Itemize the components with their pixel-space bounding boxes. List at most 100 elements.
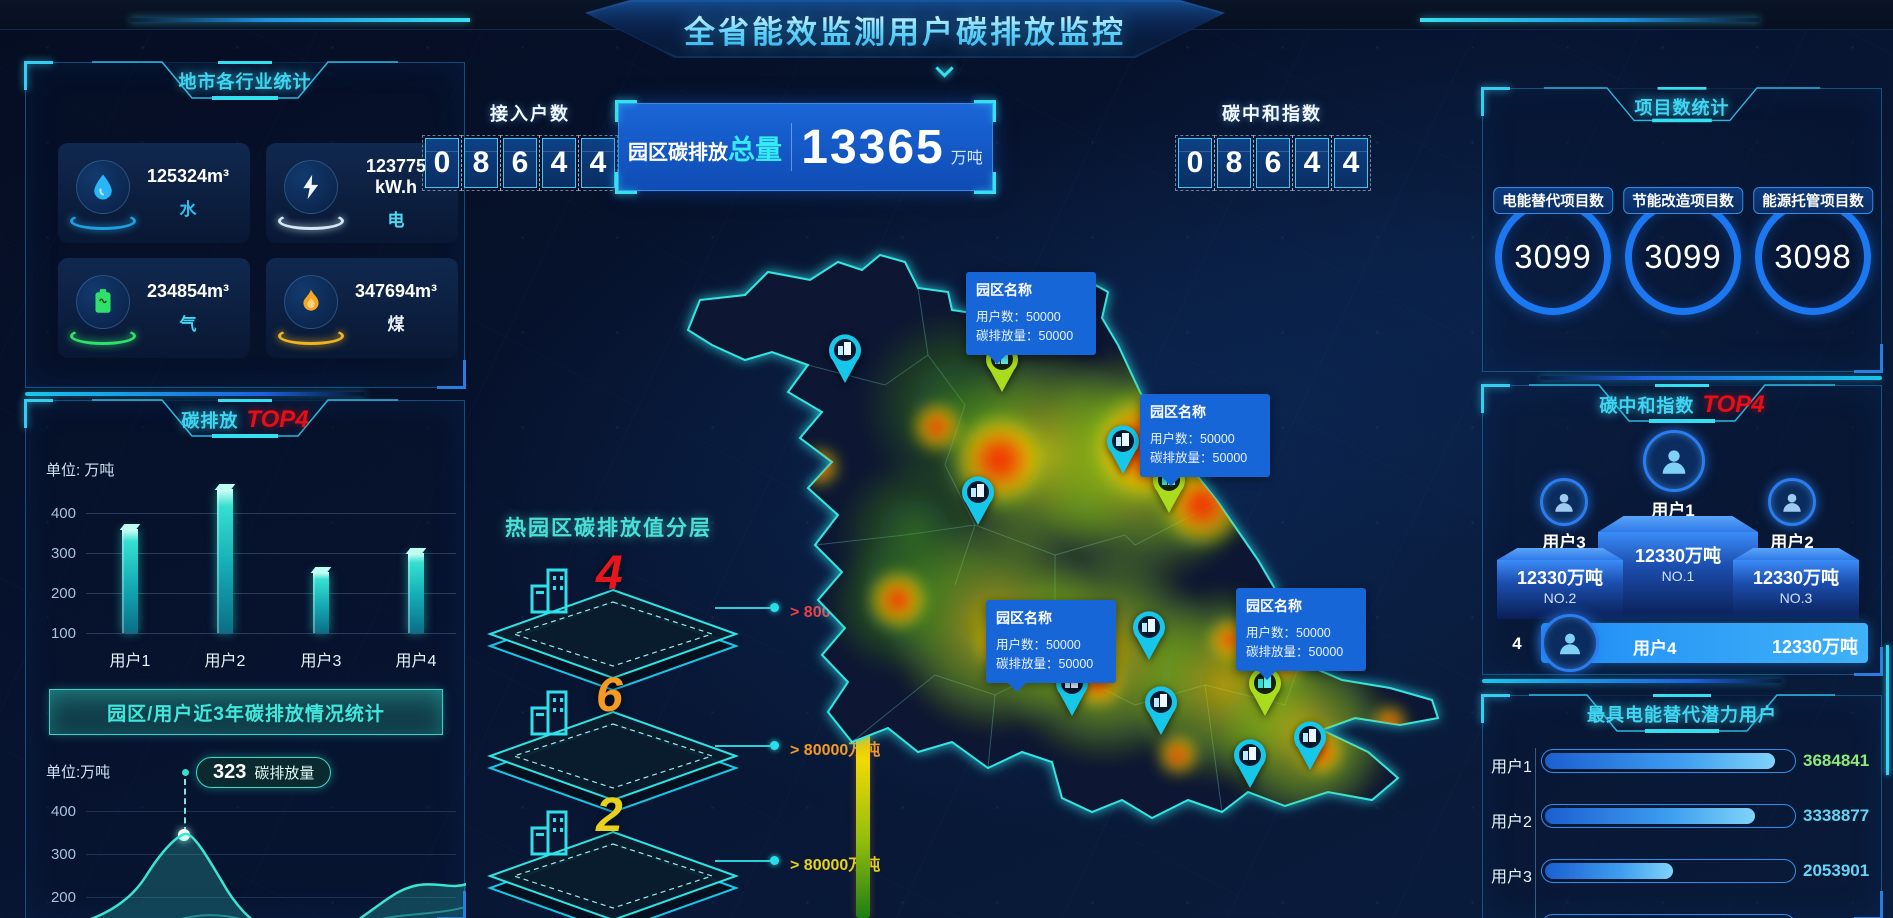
digit-box: 8 bbox=[461, 135, 501, 191]
map-pin[interactable] bbox=[1129, 608, 1169, 662]
coal-ring bbox=[278, 327, 344, 345]
ytick-300: 300 bbox=[50, 545, 76, 562]
park-tooltip: 园区名称 用户数：50000 碳排放量：50000 bbox=[986, 600, 1116, 692]
digit-box: 4 bbox=[1331, 135, 1371, 191]
corner-bracket bbox=[615, 100, 637, 122]
rank2-pillar bbox=[1497, 560, 1623, 619]
map-pin[interactable] bbox=[1103, 422, 1143, 476]
flame-icon bbox=[284, 275, 338, 329]
coal-icon-wrap bbox=[278, 269, 344, 347]
rank3-pillar bbox=[1733, 560, 1859, 619]
hot-layers-title: 热园区碳排放值分层 bbox=[505, 517, 712, 540]
total-emission-unit: 万吨 bbox=[950, 149, 983, 167]
rank1-pillar bbox=[1598, 532, 1758, 619]
top4-badge: TOP4 bbox=[1702, 391, 1765, 418]
electricity-value: 123775 kW.h bbox=[365, 155, 427, 197]
project-badge-3: 能源托管项目数 bbox=[1753, 187, 1873, 214]
neutral-top4-title: 碳中和指数 TOP4 bbox=[1527, 391, 1837, 419]
tooltip-title: 园区名称 bbox=[976, 282, 1032, 298]
tab-outline bbox=[1529, 694, 1835, 733]
gas-ring bbox=[70, 327, 136, 345]
digit-box: 4 bbox=[1292, 135, 1332, 191]
divider-right-1 bbox=[1540, 376, 1882, 380]
trend-ytick-300: 300 bbox=[50, 846, 76, 863]
coal-value: 347694m³ bbox=[354, 281, 438, 301]
user3-avatar bbox=[1540, 478, 1588, 526]
electricity-icon-wrap bbox=[278, 154, 344, 232]
gridline-200 bbox=[86, 593, 456, 594]
trend-dashed-line bbox=[184, 779, 186, 833]
projects-panel-title: 项目数统计 bbox=[1634, 98, 1730, 118]
rank1-value: 12330万吨 bbox=[1634, 546, 1722, 566]
layer-count-1: 4 bbox=[596, 547, 623, 600]
stat-card-gas: 234854m³ 气 bbox=[58, 258, 250, 358]
digit-box: 6 bbox=[1253, 135, 1293, 191]
stat-card-water: 125324m³ 水 bbox=[58, 143, 250, 243]
ytick-400: 400 bbox=[50, 505, 76, 522]
layer-link-2 bbox=[715, 741, 779, 750]
water-ring bbox=[70, 212, 136, 230]
rank3-user: 用户2 bbox=[1770, 533, 1814, 552]
cat-user2: 用户2 bbox=[204, 653, 246, 670]
map-pin[interactable] bbox=[1230, 736, 1270, 790]
total-label-accent: 总量 bbox=[728, 134, 782, 165]
total-emission-label: 园区碳排放总量 bbox=[628, 135, 782, 165]
top4-badge: TOP4 bbox=[246, 406, 309, 433]
project-value-2: 3099 bbox=[1644, 238, 1722, 275]
chevron-down-icon bbox=[938, 62, 954, 78]
gas-label: 气 bbox=[179, 315, 197, 334]
neutral-top4-panel: 碳中和指数 TOP4 用户1 12330万吨 NO.1 用户3 12330万吨 N… bbox=[1482, 384, 1883, 676]
total-emission-box: 园区碳排放总量 13365 万吨 bbox=[615, 100, 996, 194]
corner-bracket bbox=[615, 172, 637, 194]
neutral-top4-tab: 碳中和指数 TOP4 bbox=[1527, 384, 1837, 424]
map-pin[interactable] bbox=[1141, 683, 1181, 737]
park-tooltip: 园区名称 用户数：50000 碳排放量：50000 bbox=[966, 272, 1096, 364]
tooltip-title: 园区名称 bbox=[1246, 598, 1302, 614]
cat-user1: 用户1 bbox=[109, 653, 151, 670]
top4-bar bbox=[313, 572, 329, 633]
map-pin[interactable] bbox=[1290, 718, 1330, 772]
trend-area-chart bbox=[89, 832, 466, 918]
layer-count-3: 2 bbox=[596, 789, 623, 842]
neutral-index-label: 碳中和指数 bbox=[1222, 104, 1322, 124]
potential-value-3: 2053901 bbox=[1803, 861, 1870, 880]
rank4-index: 4 bbox=[1512, 634, 1522, 653]
stat-card-coal: 347694m³ 煤 bbox=[266, 258, 458, 358]
digit-box: 0 bbox=[422, 135, 462, 191]
trend-grid-200 bbox=[86, 897, 456, 898]
electricity-ring bbox=[278, 212, 344, 230]
project-circle-3: 3098 bbox=[1755, 199, 1871, 315]
right-edge-accent bbox=[1886, 645, 1889, 775]
potential-bar-fill bbox=[1545, 863, 1674, 879]
map-pin[interactable] bbox=[958, 473, 998, 527]
divider-left bbox=[25, 392, 365, 396]
buildings-icon bbox=[530, 568, 568, 614]
total-label-prefix: 园区碳排放 bbox=[628, 141, 728, 164]
tooltip-users: 用户数：50000 bbox=[976, 310, 1061, 324]
tooltip-users: 用户数：50000 bbox=[1246, 626, 1331, 640]
divider-right-2 bbox=[1482, 679, 1782, 683]
map-pin[interactable] bbox=[825, 331, 865, 385]
page-title: 全省能效监测用户碳排放监控 bbox=[684, 7, 1126, 52]
projects-panel: 项目数统计 电能替代项目数 3099 节能改造项目数 3099 能源托管项目数 … bbox=[1482, 87, 1883, 373]
rank1-pillar-top bbox=[1598, 516, 1758, 532]
lightning-icon bbox=[284, 160, 338, 214]
project-circle-2: 3099 bbox=[1625, 199, 1741, 315]
header-decor-line-right bbox=[1420, 18, 1760, 22]
trend-annotation-badge: 323 碳排放量 bbox=[196, 757, 332, 788]
trend-ytick-400: 400 bbox=[50, 803, 76, 820]
history-stats-button[interactable]: 园区/用户近3年碳排放情况统计 bbox=[49, 689, 443, 735]
water-drop-icon bbox=[76, 160, 130, 214]
project-value-1: 3099 bbox=[1514, 238, 1592, 275]
digit-box: 0 bbox=[1175, 135, 1215, 191]
potential-user-1: 用户1 bbox=[1491, 759, 1532, 776]
park-tooltip: 园区名称 用户数：50000 碳排放量：50000 bbox=[1140, 394, 1270, 486]
ytick-200: 200 bbox=[50, 585, 76, 602]
layer-platform-2: 6 bbox=[478, 669, 748, 814]
tab-outline bbox=[1543, 87, 1821, 123]
cat-user3: 用户3 bbox=[300, 653, 342, 670]
access-count-label: 接入户数 bbox=[490, 104, 570, 124]
total-divider bbox=[791, 123, 792, 171]
tooltip-emission: 碳排放量：50000 bbox=[976, 329, 1074, 344]
potential-panel-title: 最具电能替代潜力用户 bbox=[1587, 705, 1777, 725]
